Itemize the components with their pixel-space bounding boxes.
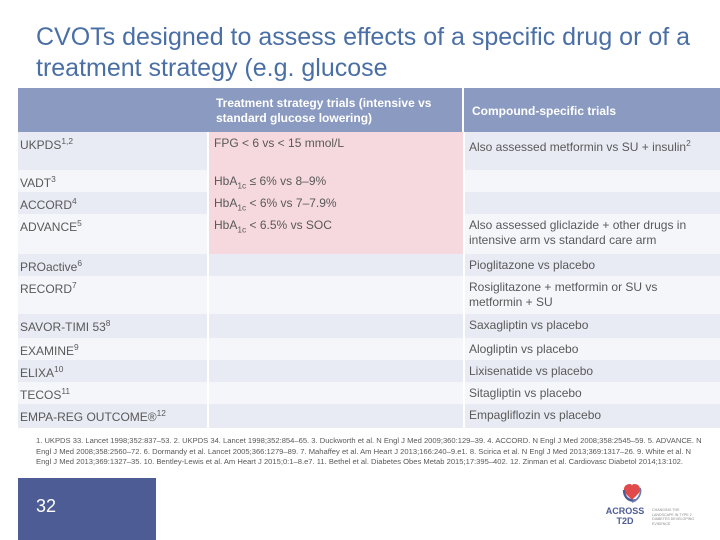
trial-name: PROactive6 bbox=[20, 258, 83, 274]
trial-name: EMPA-REG OUTCOME®12 bbox=[20, 408, 166, 424]
logo-tagline: CHANGING THE LANDSCAPE IN TYPE 2 DIABETE… bbox=[652, 508, 695, 526]
trials-table: Treatment strategy trials (intensive vs … bbox=[18, 88, 720, 430]
references: 1. UKPDS 33. Lancet 1998;352:837–53. 2. … bbox=[36, 436, 702, 467]
strategy-cell: HbA1c ≤ 6% vs 8–9% bbox=[214, 174, 327, 191]
table-row: RECORD7 Rosiglitazone + metformin or SU … bbox=[18, 276, 720, 314]
across-t2d-logo-icon bbox=[622, 484, 642, 503]
table-row: ADVANCE5 HbA1c < 6.5% vs SOC Also assess… bbox=[18, 214, 720, 254]
strategy-highlight bbox=[208, 214, 464, 254]
column-divider bbox=[463, 132, 465, 428]
table-row: SAVOR-TIMI 538 Saxagliptin vs placebo bbox=[18, 314, 720, 338]
compound-cell: Sitagliptin vs placebo bbox=[469, 386, 582, 400]
strategy-cell: HbA1c < 6.5% vs SOC bbox=[214, 218, 332, 235]
strategy-highlight bbox=[208, 132, 464, 170]
table-row: EMPA-REG OUTCOME®12 Empagliflozin vs pla… bbox=[18, 404, 720, 428]
table-row: UKPDS1,2 FPG < 6 vs < 15 mmol/L Also ass… bbox=[18, 132, 720, 170]
compound-cell: Lixisenatide vs placebo bbox=[469, 364, 594, 378]
strategy-cell: FPG < 6 vs < 15 mmol/L bbox=[214, 136, 345, 150]
header-compound-label: Compound-specific trials bbox=[472, 104, 617, 118]
trial-name: RECORD7 bbox=[20, 280, 77, 296]
compound-cell: Also assessed metformin vs SU + insulin2 bbox=[469, 138, 691, 154]
trial-name: ACCORD4 bbox=[20, 196, 77, 212]
header-compound: Compound-specific trials bbox=[464, 88, 720, 132]
header-strategy: Treatment strategy trials (intensive vs … bbox=[208, 88, 462, 132]
compound-cell: Empagliflozin vs placebo bbox=[469, 408, 602, 422]
trial-name: SAVOR-TIMI 538 bbox=[20, 318, 111, 334]
logo-wordmark: ACROSS T2D bbox=[605, 506, 645, 526]
slide-title: CVOTs designed to assess effects of a sp… bbox=[36, 23, 691, 82]
trial-name: TECOS11 bbox=[20, 386, 71, 402]
strategy-cell: HbA1c < 6% vs 7–7.9% bbox=[214, 196, 337, 213]
column-divider bbox=[207, 132, 209, 428]
table-row: TECOS11 Sitagliptin vs placebo bbox=[18, 382, 720, 404]
trial-name: EXAMINE9 bbox=[20, 342, 79, 358]
table-row: EXAMINE9 Alogliptin vs placebo bbox=[18, 338, 720, 360]
trial-name: ADVANCE5 bbox=[20, 218, 82, 234]
trial-name: UKPDS1,2 bbox=[20, 136, 73, 152]
strategy-highlight bbox=[208, 170, 464, 192]
trial-name: VADT3 bbox=[20, 174, 56, 190]
table-row: PROactive6 Pioglitazone vs placebo bbox=[18, 254, 720, 276]
page-number: 32 bbox=[36, 496, 57, 516]
table-row: ELIXA10 Lixisenatide vs placebo bbox=[18, 360, 720, 382]
strategy-highlight bbox=[208, 192, 464, 214]
compound-cell: Alogliptin vs placebo bbox=[469, 342, 579, 356]
compound-cell: Saxagliptin vs placebo bbox=[469, 318, 589, 332]
compound-cell: Also assessed gliclazide + other drugs i… bbox=[469, 218, 687, 247]
header-strategy-label: Treatment strategy trials (intensive vs … bbox=[216, 96, 432, 125]
table-row: ACCORD4 HbA1c < 6% vs 7–7.9% bbox=[18, 192, 720, 214]
compound-cell: Rosiglitazone + metformin or SU vs metfo… bbox=[469, 280, 658, 309]
footer-band bbox=[18, 478, 156, 540]
table-row: VADT3 HbA1c ≤ 6% vs 8–9% bbox=[18, 170, 720, 192]
trial-name: ELIXA10 bbox=[20, 364, 64, 380]
compound-cell: Pioglitazone vs placebo bbox=[469, 258, 596, 272]
header-col1 bbox=[18, 88, 208, 132]
